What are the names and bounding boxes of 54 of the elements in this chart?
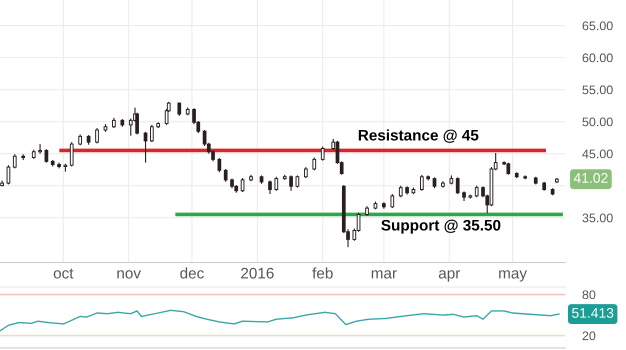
candlestick [456,176,460,195]
candlestick [240,177,244,193]
candlestick [390,193,394,209]
candlestick [218,158,222,173]
y-tick-label: 60.00 [582,53,613,62]
candlestick [44,148,48,164]
annotation: 51.413 [572,308,614,318]
candlestick [70,142,74,168]
x-tick-label: feb [312,267,333,279]
candlestick [95,127,99,144]
candlestick [432,176,436,189]
candlestick [462,190,466,202]
annotation: 41.02 [574,173,608,183]
candlestick [320,146,325,162]
candlestick [268,180,272,195]
y-tick-label: 80 [582,290,596,300]
candlestick [224,168,228,182]
candlestick [150,124,154,143]
candlestick [296,174,300,188]
candlestick [38,144,42,154]
y-tick-label: 45.00 [582,149,613,158]
annotation: Support @ 35.50 [381,220,500,234]
candlestick [177,102,182,116]
candlestick [274,176,278,192]
y-tick-label: 20 [582,331,596,340]
candlestick [312,156,316,171]
x-tick-label: nov [117,270,141,279]
y-tick-label: 50.00 [582,117,613,126]
y-tick-label: 35.00 [582,213,613,222]
candlestick [365,206,369,216]
candlestick [474,185,479,198]
x-tick-label: apr [438,270,460,282]
candlestick [112,117,116,129]
candlestick [230,178,234,189]
candlestick [420,174,424,192]
x-tick-label: 2016 [241,268,274,279]
candlestick [78,134,82,146]
line-series [0,310,560,332]
x-tick-label: oct [54,268,74,279]
candlestick [398,185,403,198]
annotation: Resistance @ 45 [358,129,478,143]
y-tick-label: 65.00 [582,21,613,30]
candlestick [86,134,90,146]
x-tick-label: mar [372,270,397,279]
candlestick [6,164,10,185]
candlestick [128,118,133,136]
candlestick [304,166,308,179]
candlestick [144,131,148,164]
x-tick-label: may [499,270,527,282]
candlestick [506,162,510,176]
x-tick-label: dec [180,267,204,279]
candlestick [12,154,17,169]
candlestick [289,174,293,192]
y-tick-label: 55.00 [582,85,613,94]
